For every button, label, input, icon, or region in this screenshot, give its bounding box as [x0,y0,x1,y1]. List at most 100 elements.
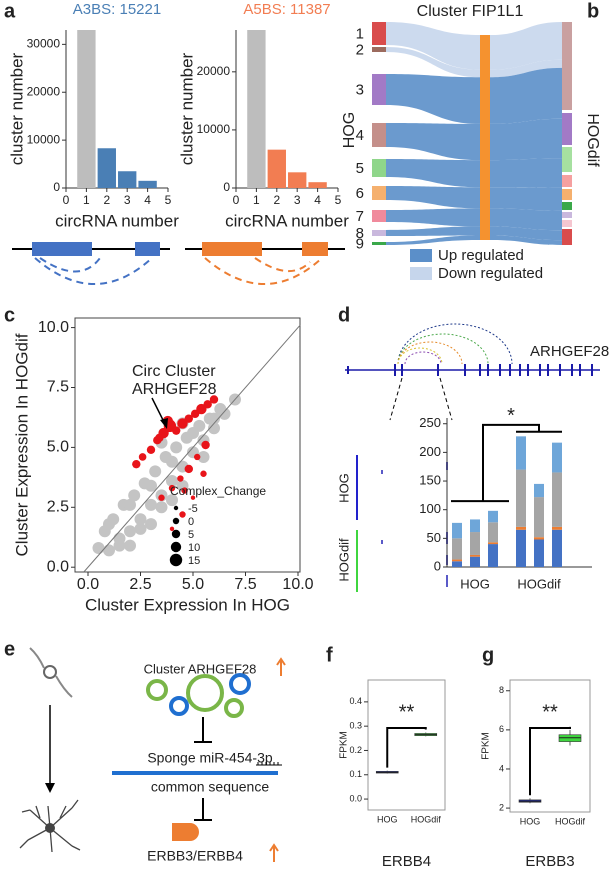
splice-arc [254,257,311,273]
flow [386,22,480,70]
annotation: Circ Cluster [132,363,216,380]
significance: ** [542,701,558,723]
neuron-icon [29,647,73,698]
size-legend-title: Complex_Change [170,484,266,498]
point [209,395,219,404]
circrna [224,698,244,718]
point [168,484,176,492]
point [208,412,220,425]
gene-arc-diagram: HOG HOGdif ARHGEF28 [336,323,609,592]
y-axis-label: cluster number [7,52,26,165]
point [113,539,126,552]
group-label: HOGdif [517,576,561,591]
legend-swatch [410,249,432,262]
splice-arc [204,257,323,285]
x-tick-label: 3 [124,193,131,207]
node-label: 6 [356,185,364,202]
x-tick-label: 2 [103,193,110,207]
significance-bracket [451,423,562,503]
node [562,202,572,210]
node-label: 7 [356,208,364,225]
legend-label: Up regulated [438,247,524,264]
bar-segment [470,554,480,557]
point [149,465,162,478]
flow [490,208,562,231]
point [166,474,178,487]
point [208,422,220,435]
circrna [186,674,224,712]
legend-label: Down regulated [438,265,543,282]
y-tick-label: 8 [499,685,504,695]
panel-labels: a b c d e f g [4,0,599,666]
size-legend-label: 5 [188,529,194,541]
diagonal [83,324,301,573]
y-axis-label: cluster number [177,52,196,165]
flow [490,67,562,124]
x-tick-label: 5.0 [182,576,204,593]
flow [490,235,562,245]
bar-segment [516,529,526,567]
inhibition [194,717,212,743]
point [124,498,136,511]
y-tick-label: 0.3 [349,721,362,731]
y-axis-label: FPKM [481,732,492,760]
point [187,427,199,440]
bar-segment [488,542,498,545]
x-tick-label: HOGdif [411,814,442,824]
point [145,498,157,511]
mirna [256,762,282,766]
x-tick-label: 0 [63,193,70,207]
x-tick-label: 4 [314,193,321,207]
bar-segment [516,469,526,527]
bar-segment [534,539,544,567]
flow [386,186,480,209]
y-tick-label: 0.1 [349,769,362,779]
x-tick-label: 7.5 [234,576,256,593]
y-tick-label: 2 [499,802,504,812]
point [155,433,164,443]
point [190,495,196,500]
y-tick-label: 0.0 [47,558,69,575]
bar [267,149,286,188]
point [200,470,207,477]
exon [302,242,328,256]
bar-segment [452,538,462,560]
significance: ** [399,701,415,723]
axis-label: HOGdif [584,113,601,167]
bar-segment [552,529,562,567]
sankey-title: Cluster FIP1L1 [417,3,524,20]
bar-segment [552,472,562,527]
panel-label: e [4,638,15,660]
point [177,475,184,482]
size-legend-key [173,505,179,511]
panel-label: c [4,304,15,326]
node [372,210,386,222]
size-legend-label: 0 [188,516,194,528]
node-label: 4 [356,127,364,144]
node-label: 1 [356,25,364,42]
neuron-icon [43,665,57,679]
splice-arc [34,257,153,285]
significance: * [507,405,515,427]
y-tick-label: 150 [419,472,441,487]
point [166,455,178,468]
up-arrow [276,657,286,676]
x-tick-label: 10.0 [282,576,313,593]
point [169,526,175,532]
plot-frame [367,679,446,811]
inhibition [194,798,212,821]
point [92,542,105,555]
annotation-arrowhead [160,418,168,429]
y-tick-label: 0.0 [349,793,362,803]
exon [32,242,92,256]
bar [97,148,116,188]
x-axis-label: circRNA number [55,211,179,230]
common-label: common sequence [151,779,270,795]
x-axis-label: circRNA number [225,211,349,230]
node [562,189,572,200]
y-tick-label: 20000 [197,64,231,78]
arc [397,341,463,365]
point [145,518,157,531]
node-label: 2 [356,41,364,58]
